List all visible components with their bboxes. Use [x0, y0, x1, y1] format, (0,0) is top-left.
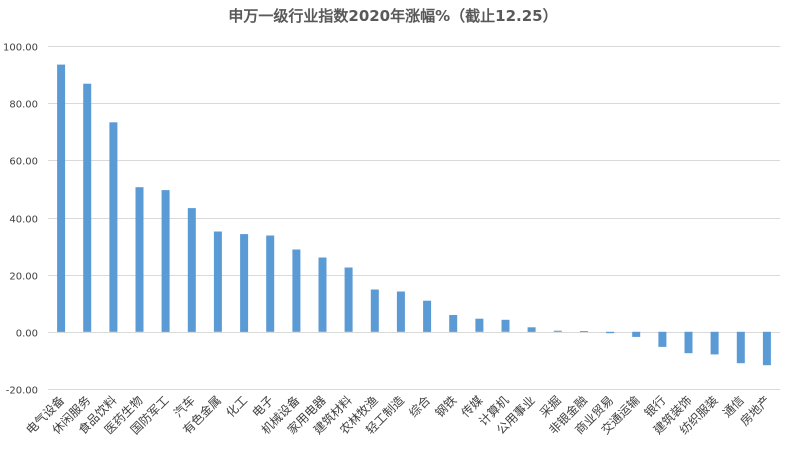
bar [475, 318, 484, 332]
bar [135, 187, 144, 332]
y-tick-label: 0.00 [16, 329, 38, 340]
x-tick-label: 化工 [223, 393, 250, 420]
bar [396, 291, 405, 332]
bar [292, 249, 301, 332]
bar [658, 331, 667, 347]
bars [57, 64, 771, 366]
y-tick-label: -20.00 [6, 386, 38, 397]
y-tick-label: 80.00 [9, 100, 38, 111]
y-tick-label: 60.00 [9, 157, 38, 168]
y-axis-ticks: 100.00 80.00 60.00 40.00 20.00 0.00 -20.00 [3, 43, 38, 397]
bar [449, 315, 458, 332]
x-tick-label: 房地产 [737, 393, 773, 429]
bar [553, 330, 562, 332]
bar [684, 331, 693, 354]
x-tick-label: 钢铁 [432, 393, 459, 420]
x-tick-label: 综合 [406, 393, 434, 421]
bar [109, 122, 118, 332]
bar [266, 235, 275, 332]
bar [213, 231, 222, 332]
bar [83, 83, 92, 332]
bar [579, 331, 588, 332]
y-tick-label: 20.00 [9, 272, 38, 283]
y-tick-label: 40.00 [9, 215, 38, 226]
bar [370, 289, 379, 332]
bar [318, 257, 327, 332]
bar [632, 331, 641, 337]
bar [527, 327, 536, 332]
chart-title: 申万一级行业指数2020年涨幅%（截止12.25） [228, 7, 557, 25]
bar [736, 331, 745, 364]
bar [606, 331, 615, 334]
bar [187, 208, 196, 332]
bar [344, 267, 353, 332]
bar [501, 319, 510, 332]
bar [423, 300, 432, 332]
bar [762, 331, 771, 366]
gridlines [48, 46, 780, 390]
bar [240, 234, 249, 332]
bar [710, 331, 719, 355]
y-tick-label: 100.00 [3, 43, 38, 54]
bar [57, 64, 66, 332]
bar [161, 190, 170, 332]
